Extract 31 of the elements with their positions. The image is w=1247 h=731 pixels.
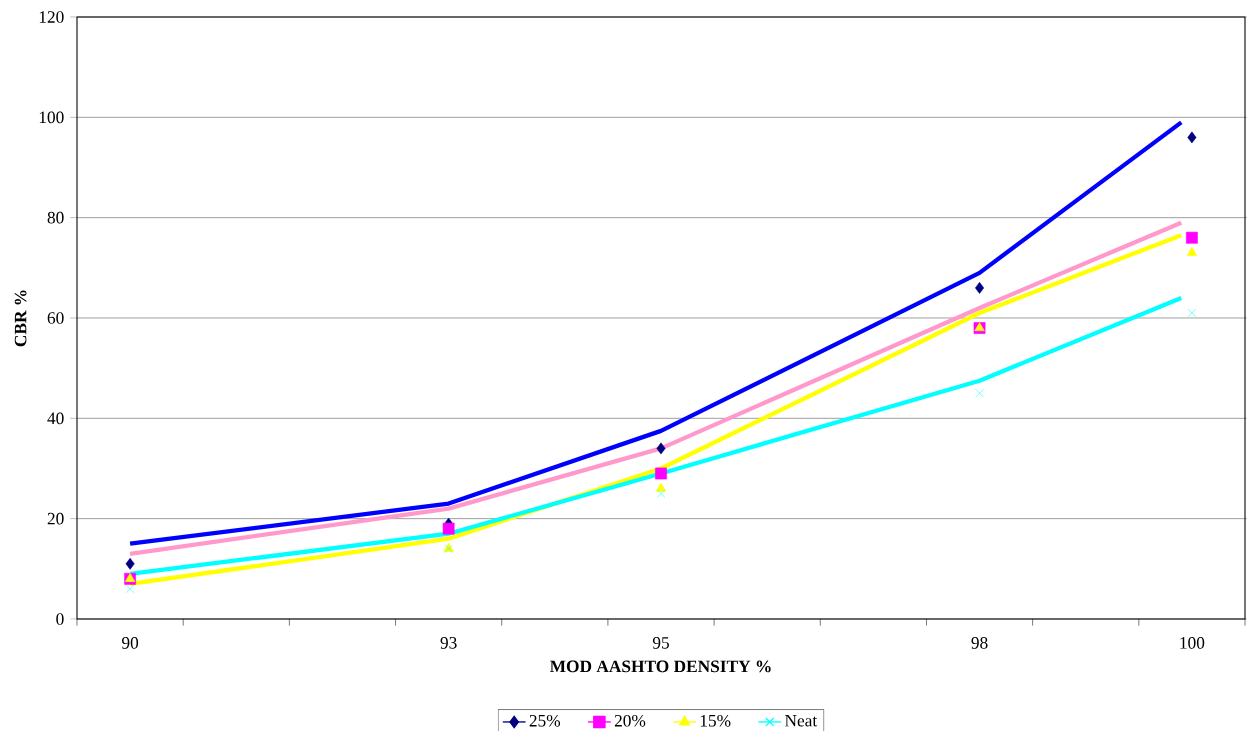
y-tick-label: 0	[56, 613, 64, 625]
x-tick-label: 90	[122, 637, 139, 649]
x-tick-label: 98	[971, 637, 988, 649]
point	[1187, 131, 1197, 144]
point	[1186, 246, 1198, 256]
point	[655, 467, 667, 480]
legend-label: 20%	[614, 714, 646, 727]
legend-label: 15%	[700, 714, 731, 727]
legend-label: Neat	[784, 714, 818, 727]
y-tick-label: 100	[39, 111, 64, 124]
point	[125, 557, 135, 570]
x-axis-title: MOD AASHTO DENSITY %	[549, 660, 771, 673]
point	[1186, 231, 1198, 244]
point	[442, 522, 455, 535]
y-tick-label: 80	[47, 211, 64, 224]
point	[975, 389, 984, 398]
legend-label: 25%	[529, 714, 561, 727]
x-tick-label: 93	[440, 637, 457, 649]
y-axis-title: CBR %	[14, 290, 27, 347]
x-tick-label: 100	[1180, 637, 1205, 649]
point	[975, 282, 985, 294]
y-tick-label: 40	[47, 412, 64, 425]
y-tick-label: 20	[47, 512, 64, 525]
point	[656, 442, 666, 455]
line-series	[127, 120, 1184, 546]
point	[125, 584, 135, 594]
y-tick-label: 60	[47, 312, 64, 324]
point	[656, 489, 666, 498]
y-tick-label: 120	[39, 11, 64, 23]
point	[1187, 308, 1197, 318]
x-tick-label: 95	[652, 637, 669, 649]
